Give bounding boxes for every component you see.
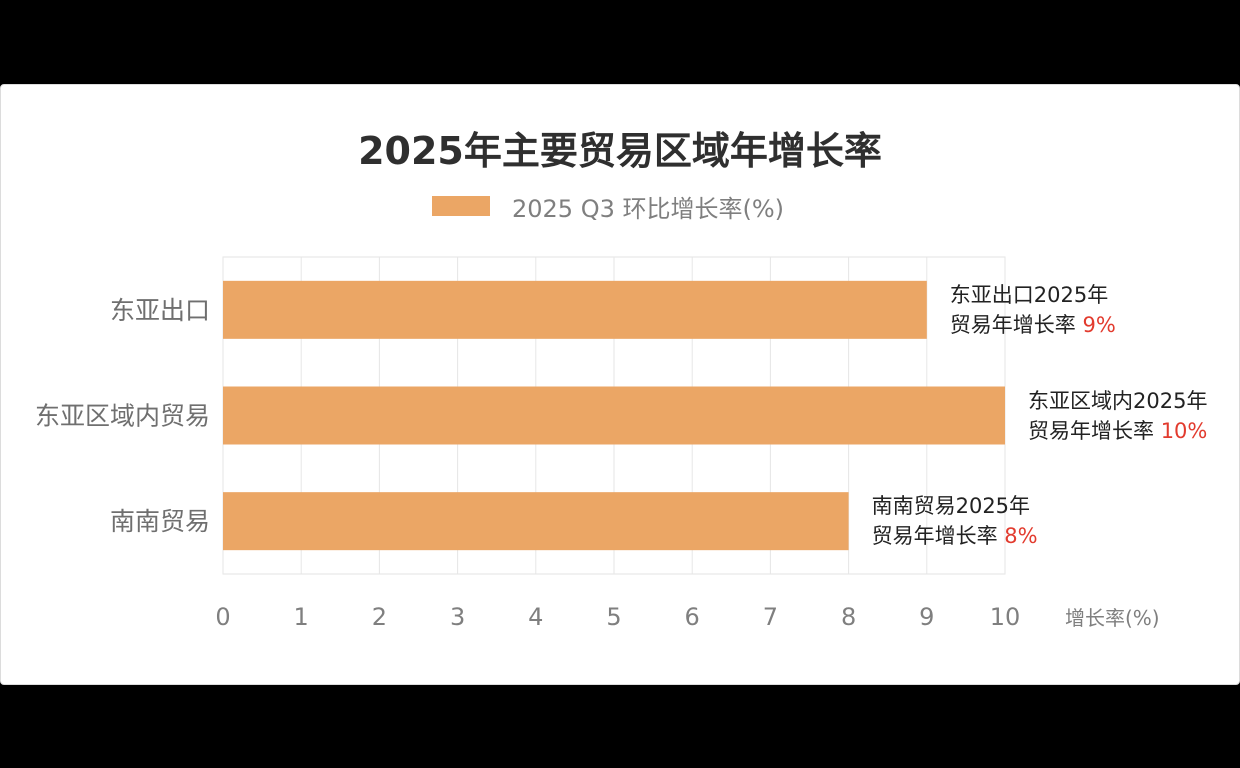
x-tick-label: 1 [294,603,309,631]
annotation-value: 8% [1004,524,1038,549]
x-tick-label: 4 [528,603,543,631]
annotation-text: 贸易年增长率 [949,312,1076,337]
x-tick-label: 8 [841,603,856,631]
annotation-line1: 东亚出口2025年 [949,282,1109,307]
x-tick-label: 0 [215,603,230,631]
x-tick-label: 9 [919,603,934,631]
bar [223,492,849,551]
chart-card [0,84,1240,685]
bar [223,386,1005,445]
x-axis-title: 增长率(%) [1065,606,1160,630]
bar-annotation: 东亚出口2025年 贸易年增长率 9% [950,280,1116,340]
x-tick-label: 6 [685,603,700,631]
annotation-value: 9% [1082,312,1116,337]
annotation-line2: 贸易年增长率 10% [1028,416,1207,446]
annotation-line1: 东亚区域内2025年 [1028,388,1208,413]
x-tick-label: 2 [372,603,387,631]
legend[interactable]: 2025 Q3 环比增长率(%) [432,190,785,223]
annotation-text: 贸易年增长率 [871,524,998,549]
y-category-label: 东亚出口 [110,296,210,325]
legend-swatch [432,196,490,216]
annotation-line1: 南南贸易2025年 [871,494,1031,519]
legend-label: 2025 Q3 环比增长率(%) [512,194,785,223]
x-tick-label: 7 [763,603,778,631]
annotation-value: 10% [1160,418,1208,443]
chart-title: 2025年主要贸易区域年增长率 [358,129,882,173]
y-category-label: 东亚区域内贸易 [35,402,210,431]
x-tick-label: 5 [606,603,621,631]
bar [223,280,927,339]
bar-annotation: 南南贸易2025年 贸易年增长率 8% [872,491,1038,551]
x-tick-label: 10 [990,603,1021,631]
x-tick-label: 3 [450,603,465,631]
bar-annotation: 东亚区域内2025年 贸易年增长率 10% [1028,386,1207,446]
annotation-text: 贸易年增长率 [1028,418,1154,443]
annotation-line2: 贸易年增长率 9% [950,310,1116,340]
annotation-line2: 贸易年增长率 8% [872,521,1038,551]
y-category-label: 南南贸易 [110,507,210,536]
